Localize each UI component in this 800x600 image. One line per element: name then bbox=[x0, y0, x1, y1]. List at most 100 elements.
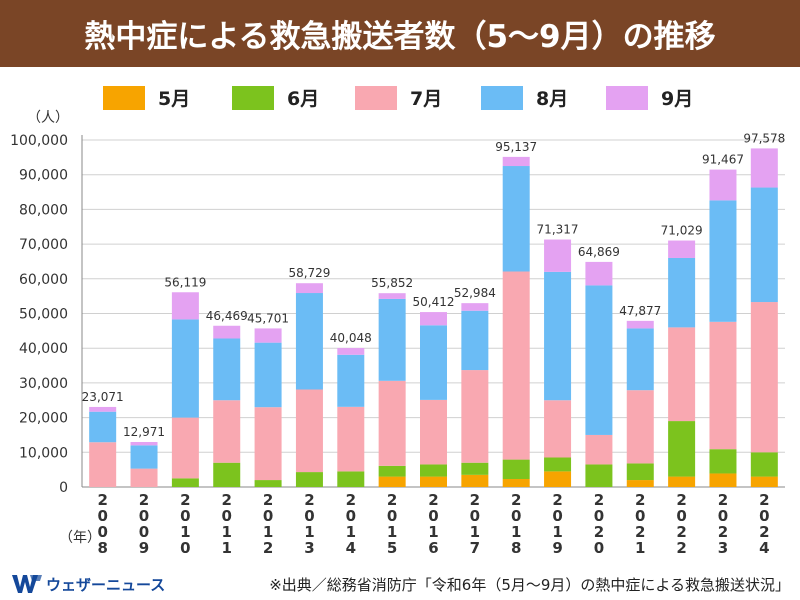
svg-text:2: 2 bbox=[635, 491, 645, 509]
bar-segment-2023-2 bbox=[709, 449, 737, 474]
bar-segment-2009-3 bbox=[130, 468, 158, 487]
y-tick-label: 80,000 bbox=[19, 202, 68, 218]
bar-segment-2015-5 bbox=[378, 293, 406, 299]
bar-segment-2010-2 bbox=[171, 478, 199, 487]
svg-text:0: 0 bbox=[139, 507, 149, 525]
bar-segment-2021-2 bbox=[626, 463, 654, 481]
brand-name: ウェザーニュース bbox=[46, 575, 166, 594]
bar-segment-2022-5 bbox=[668, 240, 696, 258]
bar-segment-2016-5 bbox=[420, 312, 447, 326]
bar-segment-2023-5 bbox=[709, 169, 737, 201]
svg-text:1: 1 bbox=[511, 523, 521, 541]
legend-swatch-4 bbox=[481, 86, 523, 110]
legend-swatch-2 bbox=[232, 86, 274, 110]
svg-text:2: 2 bbox=[263, 539, 273, 557]
total-label-2020: 64,869 bbox=[578, 245, 620, 259]
total-label-2024: 97,578 bbox=[743, 131, 785, 145]
svg-text:2: 2 bbox=[718, 491, 728, 509]
brand[interactable]: ウェザーニュース bbox=[12, 572, 165, 596]
svg-text:2: 2 bbox=[759, 523, 769, 541]
svg-text:1: 1 bbox=[470, 523, 480, 541]
legend-swatch-1 bbox=[103, 86, 145, 110]
bar-segment-2015-4 bbox=[378, 298, 406, 381]
svg-text:1: 1 bbox=[346, 523, 356, 541]
bar-segment-2011-4 bbox=[213, 338, 241, 401]
bar-segment-2017-4 bbox=[461, 310, 489, 371]
svg-text:5: 5 bbox=[387, 539, 397, 557]
svg-text:8: 8 bbox=[97, 539, 107, 557]
svg-text:7: 7 bbox=[470, 539, 480, 557]
svg-text:1: 1 bbox=[428, 523, 438, 541]
svg-text:0: 0 bbox=[759, 507, 769, 525]
bar-segment-2021-1 bbox=[626, 480, 654, 487]
y-tick-label: 70,000 bbox=[19, 237, 68, 253]
svg-text:2: 2 bbox=[139, 491, 149, 509]
svg-text:2: 2 bbox=[759, 491, 769, 509]
bar-segment-2021-5 bbox=[626, 320, 654, 329]
svg-text:8: 8 bbox=[511, 539, 521, 557]
source-note: ※出典／総務省消防庁「令和6年（5月〜9月）の熱中症による救急搬送状況」 bbox=[269, 576, 790, 594]
bar-segment-2021-3 bbox=[626, 390, 654, 464]
svg-text:1: 1 bbox=[222, 539, 232, 557]
total-label-2008: 23,071 bbox=[82, 390, 124, 404]
svg-text:0: 0 bbox=[594, 507, 604, 525]
bar-segment-2012-4 bbox=[254, 342, 282, 408]
bar-segment-2019-1 bbox=[544, 471, 572, 487]
svg-text:2: 2 bbox=[97, 491, 107, 509]
stacked-bar-chart: 5月 6月 7月 8月 9月 （人） （年） 010,00020,00030,00040… bbox=[10, 86, 786, 557]
legend-label-1: 5月 bbox=[158, 88, 190, 110]
bar-segment-2013-2 bbox=[295, 472, 323, 487]
svg-text:0: 0 bbox=[511, 507, 521, 525]
total-label-2021: 47,877 bbox=[619, 304, 661, 318]
svg-text:2: 2 bbox=[428, 491, 438, 509]
bar-segment-2015-1 bbox=[378, 476, 406, 487]
total-label-2017: 52,984 bbox=[454, 286, 496, 300]
svg-text:2: 2 bbox=[470, 491, 480, 509]
bar-segment-2018-5 bbox=[502, 156, 530, 167]
svg-text:0: 0 bbox=[594, 539, 604, 557]
bar-segment-2019-2 bbox=[544, 457, 572, 472]
svg-text:0: 0 bbox=[635, 507, 645, 525]
bar-segment-2016-4 bbox=[420, 325, 447, 400]
bar-segment-2008-4 bbox=[89, 411, 117, 443]
svg-text:1: 1 bbox=[552, 523, 562, 541]
bar-segment-2023-3 bbox=[709, 321, 737, 450]
svg-text:3: 3 bbox=[718, 539, 728, 557]
bar-segment-2011-3 bbox=[213, 400, 241, 463]
svg-text:0: 0 bbox=[428, 507, 438, 525]
svg-text:2: 2 bbox=[676, 491, 686, 509]
svg-text:3: 3 bbox=[304, 539, 314, 557]
svg-text:2: 2 bbox=[180, 491, 190, 509]
total-label-2014: 40,048 bbox=[330, 331, 372, 345]
legend-label-2: 6月 bbox=[287, 88, 319, 110]
y-unit-label: （人） bbox=[27, 110, 69, 126]
y-tick-label: 10,000 bbox=[19, 445, 68, 461]
svg-text:0: 0 bbox=[552, 507, 562, 525]
total-labels: 23,071 12,971 56,119 46,469 45,701 58,729 40,0… bbox=[82, 131, 786, 439]
y-tick-label: 20,000 bbox=[19, 411, 68, 427]
bar-segment-2013-5 bbox=[295, 283, 323, 294]
bars bbox=[89, 148, 778, 487]
svg-text:2: 2 bbox=[676, 539, 686, 557]
bar-segment-2018-1 bbox=[502, 479, 530, 487]
total-label-2009: 12,971 bbox=[123, 425, 165, 439]
bar-segment-2015-3 bbox=[378, 380, 406, 466]
bar-segment-2022-4 bbox=[668, 257, 696, 328]
svg-text:2: 2 bbox=[594, 491, 604, 509]
svg-text:2: 2 bbox=[346, 491, 356, 509]
bar-segment-2014-2 bbox=[337, 471, 365, 487]
legend-swatch-3 bbox=[355, 86, 397, 110]
bar-segment-2008-5 bbox=[89, 406, 117, 412]
svg-text:2: 2 bbox=[718, 523, 728, 541]
svg-text:1: 1 bbox=[304, 523, 314, 541]
bar-segment-2022-3 bbox=[668, 327, 696, 422]
total-label-2023: 91,467 bbox=[702, 153, 744, 167]
legend-label-5: 9月 bbox=[661, 88, 693, 110]
